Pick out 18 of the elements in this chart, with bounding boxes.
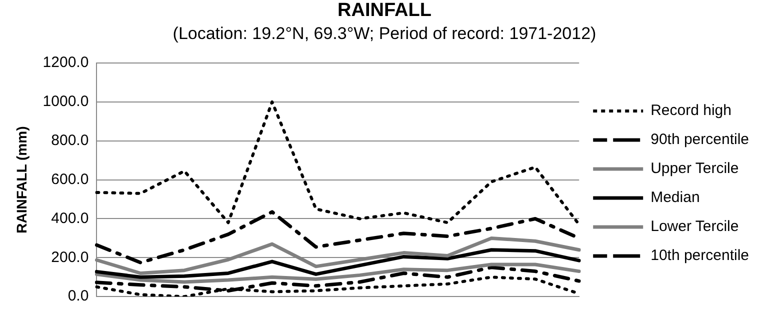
y-tick-label: 0.0 [68, 288, 89, 305]
y-tick-label: 200.0 [51, 248, 89, 266]
y-tick-label: 1000.0 [42, 93, 89, 110]
legend-label: Upper Tercile [650, 160, 739, 178]
y-axis-title: RAINFALL (mm) [13, 126, 30, 234]
y-tick-label: 800.0 [51, 132, 89, 150]
legend-label: Record high [650, 102, 732, 120]
chart-subtitle: (Location: 19.2°N, 69.3°W; Period of record: 1971-2012) [172, 23, 598, 45]
legend-label: Lower Tercile [650, 218, 739, 236]
legend-label: Median [650, 189, 700, 206]
y-tick-label: 1200.0 [42, 54, 89, 72]
legend-label: 90th percentile [650, 131, 750, 148]
y-tick-label: 400.0 [51, 210, 89, 227]
line-series [94, 266, 581, 293]
line-series [95, 100, 581, 226]
legend-label: 10th percentile [650, 247, 750, 264]
chart-title: RAINFALL [336, 0, 432, 22]
y-tick-label: 600.0 [51, 170, 89, 188]
